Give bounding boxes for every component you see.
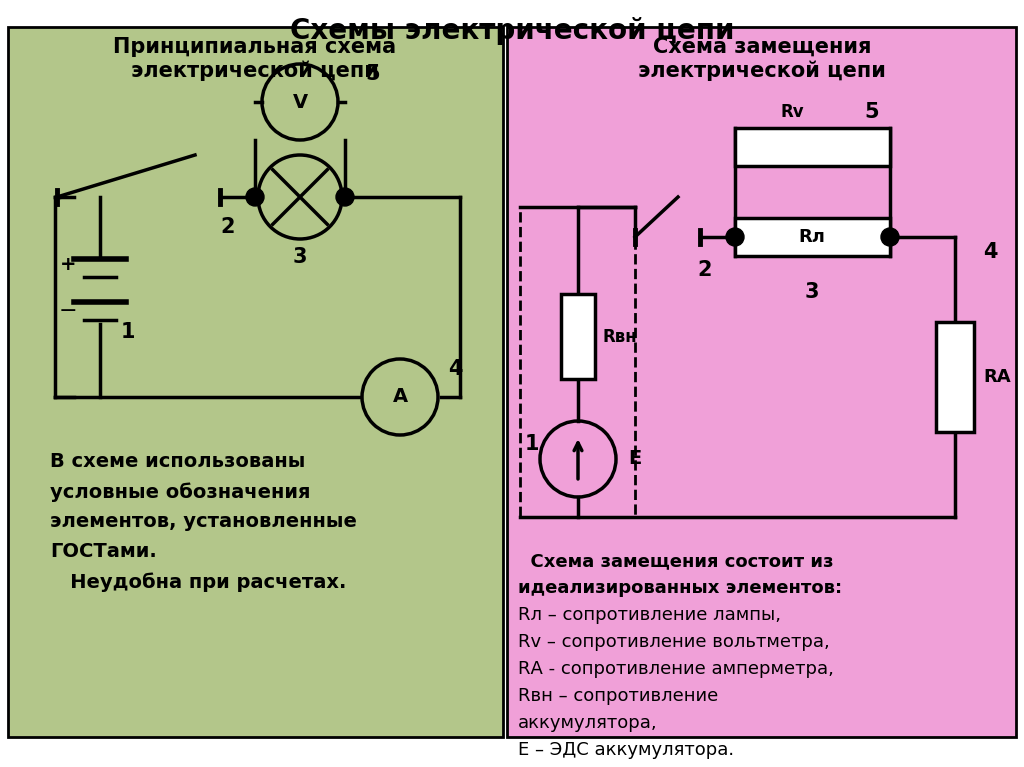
Text: Е – ЭДС аккумулятора.: Е – ЭДС аккумулятора. [518,741,734,759]
Text: элементов, установленные: элементов, установленные [50,512,357,531]
Text: 5: 5 [864,102,880,122]
Text: 5: 5 [366,64,380,84]
Text: Rвн – сопротивление: Rвн – сопротивление [518,687,718,705]
Text: Схема замещения состоит из: Схема замещения состоит из [518,552,834,570]
Text: Rвн: Rвн [602,328,637,346]
FancyBboxPatch shape [561,294,595,379]
Circle shape [246,188,264,206]
Text: 2: 2 [221,217,236,237]
FancyBboxPatch shape [507,27,1016,737]
Text: Принципиальная схема
электрической цепи: Принципиальная схема электрической цепи [114,37,396,81]
Circle shape [336,188,354,206]
Text: 3: 3 [805,282,819,302]
Text: E: E [628,449,641,469]
FancyBboxPatch shape [735,128,890,166]
Text: A: A [392,387,408,407]
Circle shape [726,228,744,246]
Text: Схема замещения
электрической цепи: Схема замещения электрической цепи [638,37,886,81]
Text: идеализированных элементов:: идеализированных элементов: [518,579,842,597]
Text: В схеме использованы: В схеме использованы [50,452,305,471]
Text: 2: 2 [697,260,713,280]
Text: +: + [59,255,76,275]
FancyBboxPatch shape [936,322,974,432]
Circle shape [881,228,899,246]
Text: Неудобна при расчетах.: Неудобна при расчетах. [50,572,346,591]
Text: 4: 4 [447,359,462,379]
Text: 3: 3 [293,247,307,267]
FancyBboxPatch shape [8,27,503,737]
Text: условные обозначения: условные обозначения [50,482,310,502]
Text: Rv: Rv [780,103,804,121]
Text: Схемы электрической цепи: Схемы электрической цепи [290,17,734,45]
Text: 1: 1 [525,434,540,454]
Text: 1: 1 [121,322,135,342]
Text: RА: RА [983,368,1011,386]
Text: Rл – сопротивление лампы,: Rл – сопротивление лампы, [518,606,781,624]
Text: −: − [58,301,78,321]
Text: Rл: Rл [799,228,825,246]
Text: аккумулятора,: аккумулятора, [518,714,657,732]
FancyBboxPatch shape [735,218,890,256]
Text: 4: 4 [983,242,997,262]
Text: V: V [293,93,307,111]
Text: ГОСТами.: ГОСТами. [50,542,157,561]
Text: RА - сопротивление амперметра,: RА - сопротивление амперметра, [518,660,834,678]
Text: Rv – сопротивление вольтметра,: Rv – сопротивление вольтметра, [518,633,829,651]
